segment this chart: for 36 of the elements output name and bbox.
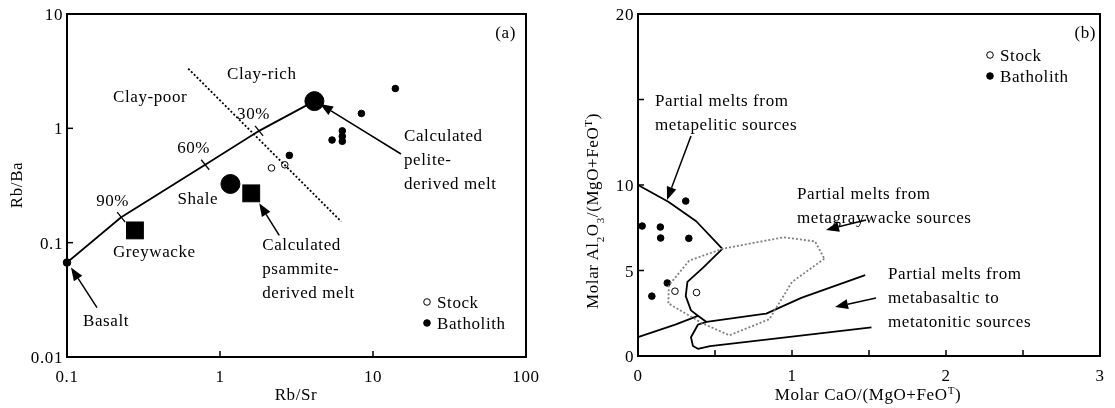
annotation: (b) xyxy=(1074,23,1096,42)
annotation: Clay-rich xyxy=(227,64,297,83)
y-tick-label: 20 xyxy=(615,5,634,24)
annotation: (a) xyxy=(495,23,516,42)
y-tick-label: 0 xyxy=(624,347,634,366)
x-tick-label: 2 xyxy=(941,366,951,385)
x-axis-title: Molar CaO/(MgO+FeO$^{T}$) xyxy=(774,384,962,404)
y-tick-label: 5 xyxy=(624,261,634,281)
x-axis-title: Rb/Sr xyxy=(274,385,318,404)
y-tick-label: 10 xyxy=(44,5,63,24)
x-tick-label: 1 xyxy=(787,366,797,385)
x-tick-label: 10 xyxy=(363,367,383,386)
annotation: Partial melts from metagraywacke sources xyxy=(797,184,972,227)
legend-label: Stock xyxy=(1000,46,1042,65)
legend-label: Batholith xyxy=(1000,67,1069,86)
annotation: 30% xyxy=(237,103,271,123)
annotation: Greywacke xyxy=(112,242,196,262)
x-tick-label: 3 xyxy=(1095,366,1105,385)
x-tick-label: 100 xyxy=(512,367,540,386)
legend-label: Batholith xyxy=(437,314,506,333)
annotation: Shale xyxy=(177,188,219,208)
y-tick-label: 10 xyxy=(615,176,634,195)
annotation: Calculated psammite- derived melt xyxy=(262,235,355,303)
annotation: Calculated pelite- derived melt xyxy=(404,126,497,193)
annotation: Basalt xyxy=(83,310,130,330)
y-tick-label: 0.1 xyxy=(39,233,63,253)
annotation: Partial melts from metapelitic sources xyxy=(655,91,798,134)
y-tick-label: 0.01 xyxy=(30,348,63,367)
annotation: Partial melts from metabasaltic to metatonitic sources xyxy=(888,264,1032,331)
annotation: 90% xyxy=(96,191,130,211)
x-tick-label: 1 xyxy=(215,367,225,386)
annotation: Clay-poor xyxy=(113,87,188,106)
y-axis-title: Rb/Ba xyxy=(7,161,26,209)
y-tick-label: 1 xyxy=(53,119,63,139)
legend-label: Stock xyxy=(437,293,479,312)
annotation: 60% xyxy=(177,137,211,157)
